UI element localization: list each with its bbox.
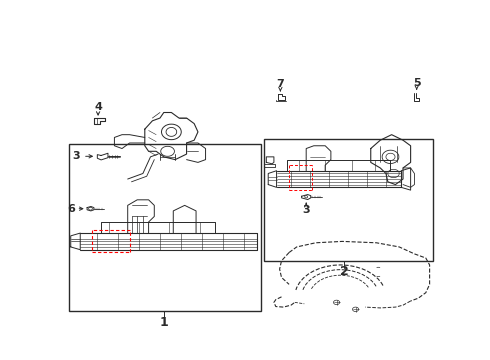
Text: 3: 3 (302, 204, 310, 215)
Text: 7: 7 (276, 79, 284, 89)
Text: 3: 3 (73, 151, 80, 161)
Bar (265, 139, 434, 261)
Text: 4: 4 (94, 102, 102, 112)
Text: 5: 5 (413, 78, 420, 88)
Bar (69, 144, 261, 311)
Text: 6: 6 (67, 204, 75, 214)
Text: 2: 2 (340, 265, 348, 278)
Text: 1: 1 (159, 316, 168, 329)
